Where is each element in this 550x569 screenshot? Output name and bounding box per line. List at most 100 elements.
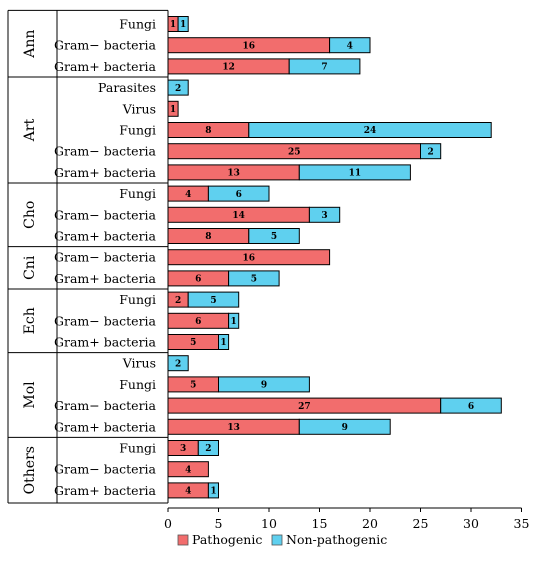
value-label-pathogenic: 16 — [243, 41, 256, 51]
bar-nonpathogenic — [218, 376, 310, 393]
value-label-nonpathogenic: 5 — [251, 275, 257, 285]
x-axis: 0 5 10 15 20 25 30 35 — [164, 10, 529, 531]
value-label-nonpathogenic: 6 — [468, 402, 474, 412]
category-label: Fungi — [119, 17, 156, 32]
category-label: Fungi — [119, 441, 156, 456]
value-label-nonpathogenic: 1 — [210, 487, 216, 497]
group-label: Art — [22, 118, 38, 142]
bar-nonpathogenic — [420, 143, 442, 160]
category-label: Gram− bacteria — [54, 144, 157, 159]
value-label-pathogenic: 6 — [195, 317, 201, 327]
group-label: Mol — [22, 381, 38, 409]
value-label-pathogenic: 5 — [190, 381, 196, 391]
x-tick-label: 35 — [514, 516, 530, 531]
category-label: Virus — [122, 101, 156, 116]
value-label-nonpathogenic: 2 — [427, 147, 433, 157]
value-label-pathogenic: 1 — [170, 20, 176, 30]
bar-nonpathogenic — [248, 228, 300, 244]
value-label-pathogenic: 13 — [227, 423, 240, 433]
value-label-nonpathogenic: 2 — [175, 359, 181, 369]
bar-nonpathogenic — [207, 482, 219, 499]
bar-nonpathogenic — [288, 58, 361, 75]
value-label-pathogenic: 1 — [170, 105, 176, 115]
value-label-pathogenic: 5 — [190, 338, 196, 348]
x-tick-label: 30 — [463, 516, 479, 531]
bar-nonpathogenic — [177, 16, 189, 32]
bar-nonpathogenic — [197, 440, 220, 456]
legend-swatch — [177, 534, 189, 546]
x-tick-label: 15 — [312, 516, 328, 531]
legend: Pathogenic Non-pathogenic — [177, 532, 387, 547]
category-label: Gram+ bacteria — [54, 165, 157, 180]
value-label-pathogenic: 16 — [243, 253, 256, 263]
value-label-pathogenic: 6 — [195, 275, 201, 285]
category-label: Parasites — [98, 80, 156, 95]
value-label-nonpathogenic: 9 — [261, 381, 267, 391]
value-label-nonpathogenic: 1 — [220, 338, 226, 348]
category-label: Virus — [122, 356, 156, 371]
category-label: Fungi — [119, 186, 156, 201]
x-tick-label: 20 — [362, 516, 378, 531]
bar-nonpathogenic — [207, 185, 270, 202]
value-label-pathogenic: 8 — [205, 232, 211, 242]
legend-swatch — [271, 534, 283, 546]
value-label-pathogenic: 4 — [185, 487, 191, 497]
category-label: Gram− bacteria — [54, 398, 157, 413]
value-label-pathogenic: 14 — [232, 211, 245, 221]
value-label-nonpathogenic: 11 — [349, 169, 362, 179]
group-label: Ech — [22, 307, 38, 334]
value-label-pathogenic: 27 — [298, 402, 311, 412]
category-label: Gram+ bacteria — [54, 59, 157, 74]
value-label-nonpathogenic: 7 — [321, 63, 327, 73]
value-label-pathogenic: 3 — [180, 444, 186, 454]
bar-nonpathogenic — [308, 206, 341, 223]
x-tick-label: 25 — [413, 516, 429, 531]
category-label: Fungi — [119, 123, 156, 138]
category-label: Fungi — [119, 377, 156, 392]
group-label: Cni — [22, 255, 38, 280]
category-label: Gram− bacteria — [54, 38, 157, 53]
value-label-pathogenic: 13 — [227, 169, 240, 179]
category-label: Fungi — [119, 292, 156, 307]
category-label: Gram+ bacteria — [54, 483, 157, 498]
legend-label: Non-pathogenic — [286, 532, 387, 547]
bar-nonpathogenic — [187, 291, 240, 308]
category-label: Gram− bacteria — [54, 207, 157, 222]
value-label-pathogenic: 4 — [185, 190, 191, 200]
value-label-nonpathogenic: 5 — [210, 296, 216, 306]
category-label: Gram+ bacteria — [54, 271, 157, 286]
category-label: Gram+ bacteria — [54, 419, 157, 434]
group-label: Cho — [22, 201, 38, 229]
value-label-nonpathogenic: 2 — [205, 444, 211, 454]
bar-nonpathogenic — [298, 418, 391, 435]
value-label-pathogenic: 2 — [175, 296, 181, 306]
group-label: Ann — [22, 30, 38, 59]
value-label-pathogenic: 12 — [222, 63, 235, 73]
x-tick-label: 5 — [215, 516, 223, 531]
value-label-nonpathogenic: 4 — [347, 41, 353, 51]
value-label-pathogenic: 8 — [205, 126, 211, 136]
value-label-nonpathogenic: 1 — [231, 317, 237, 327]
value-label-nonpathogenic: 5 — [271, 232, 277, 242]
x-tick-label: 0 — [164, 516, 172, 531]
value-label-pathogenic: 4 — [185, 465, 191, 475]
value-label-pathogenic: 25 — [288, 147, 301, 157]
bar-nonpathogenic — [248, 122, 492, 138]
category-label: Gram− bacteria — [54, 462, 157, 477]
value-label-nonpathogenic: 1 — [180, 20, 186, 30]
bar-nonpathogenic — [298, 164, 411, 181]
category-label: Gram− bacteria — [54, 250, 157, 265]
group-label: Others — [22, 446, 38, 494]
value-label-nonpathogenic: 2 — [175, 84, 181, 94]
bar-nonpathogenic — [218, 334, 230, 350]
value-label-nonpathogenic: 9 — [342, 423, 348, 433]
category-label: Gram+ bacteria — [54, 229, 157, 244]
value-label-nonpathogenic: 6 — [236, 190, 242, 200]
bar-nonpathogenic — [440, 397, 502, 414]
bar-nonpathogenic — [228, 270, 280, 287]
bar-nonpathogenic — [228, 312, 240, 329]
category-label: Gram− bacteria — [54, 313, 157, 328]
value-label-nonpathogenic: 24 — [364, 126, 377, 136]
